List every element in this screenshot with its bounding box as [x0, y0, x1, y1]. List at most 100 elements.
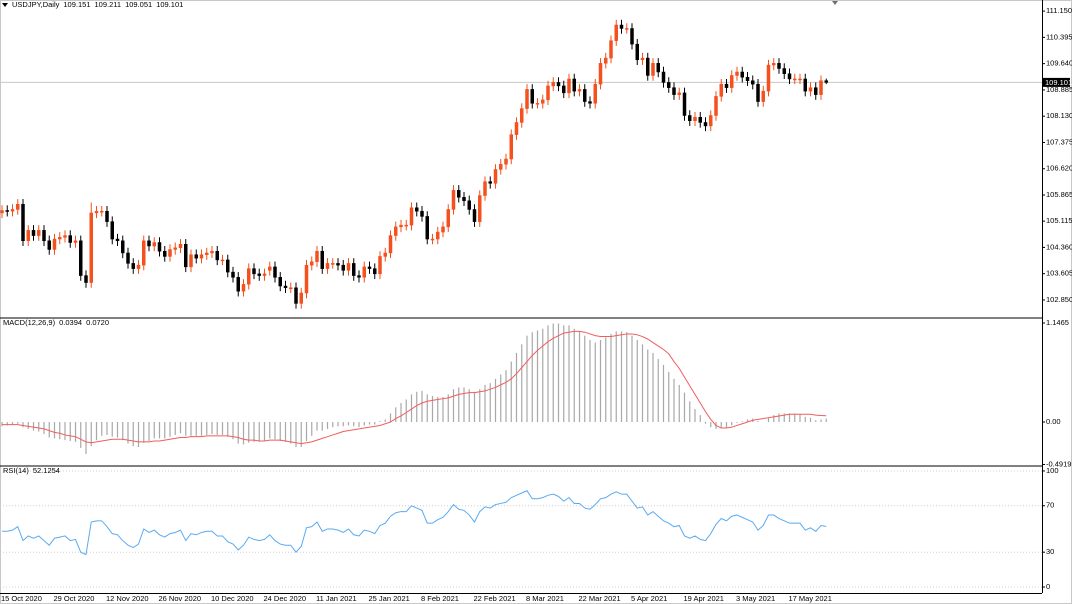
- candle-body: [152, 242, 156, 247]
- candle-body: [215, 250, 219, 261]
- candle-body: [283, 285, 288, 289]
- candle-body: [273, 266, 277, 278]
- menu-arrow: [2, 3, 8, 7]
- candle-body: [289, 287, 293, 290]
- shift-marker: [832, 1, 838, 5]
- candle-body: [719, 83, 723, 97]
- x-tick-label: 26 Nov 2020: [159, 594, 202, 603]
- candle-body: [604, 57, 608, 64]
- candle-body: [761, 90, 765, 102]
- candle-body: [52, 238, 57, 250]
- y-tick-label: 110.395: [1046, 32, 1072, 41]
- candle-body: [262, 273, 267, 276]
- candle-body: [247, 268, 251, 285]
- panel-header: 0.0720: [86, 318, 109, 327]
- candle-body: [577, 89, 582, 92]
- y-tick-label: 105.115: [1046, 216, 1072, 225]
- candle-body: [562, 85, 566, 94]
- candle-body: [299, 292, 303, 304]
- candle-body: [121, 240, 125, 254]
- candle-body: [630, 28, 634, 45]
- candle-body: [740, 71, 744, 78]
- candle-body: [352, 263, 356, 276]
- candle-body: [42, 230, 46, 242]
- y-tick-label: 70: [1046, 501, 1054, 510]
- candle-body: [394, 226, 398, 236]
- candle-body: [709, 115, 713, 127]
- candle-body: [10, 209, 15, 212]
- x-tick-label: 29 Oct 2020: [54, 594, 95, 603]
- y-tick-label: 102.850: [1046, 295, 1072, 304]
- candle-body: [5, 210, 9, 212]
- candle-body: [378, 256, 382, 275]
- candle-body: [388, 235, 393, 254]
- candle-body: [457, 190, 461, 198]
- candle-body: [115, 238, 120, 242]
- x-tick-label: 8 Mar 2021: [526, 594, 564, 603]
- candle-body: [346, 263, 351, 271]
- candle-body: [824, 80, 828, 83]
- candle-body: [131, 263, 135, 269]
- candle-body: [341, 264, 345, 271]
- candle-body: [63, 235, 67, 238]
- candle-body: [635, 43, 639, 61]
- candle-body: [367, 266, 372, 269]
- candle-body: [357, 275, 361, 278]
- candle-body: [588, 101, 592, 104]
- candle-body: [73, 240, 78, 243]
- candle-body: [446, 209, 450, 228]
- candle-body: [105, 210, 109, 222]
- candle-body: [147, 240, 151, 247]
- candle-body: [677, 92, 681, 95]
- candle-body: [94, 210, 99, 214]
- candle-body: [430, 238, 435, 241]
- candle-body: [68, 235, 72, 243]
- x-tick-label: 25 Jan 2021: [369, 594, 410, 603]
- candle-body: [362, 266, 366, 278]
- candle-body: [168, 249, 172, 257]
- candle-body: [278, 277, 282, 287]
- x-tick-label: 5 Apr 2021: [631, 594, 667, 603]
- x-tick-label: 8 Feb 2021: [421, 594, 459, 603]
- candle-body: [294, 287, 298, 304]
- candle-body: [304, 264, 309, 294]
- candle-body: [441, 226, 445, 233]
- candle-body: [420, 210, 424, 217]
- candle-body: [672, 87, 676, 95]
- candle-body: [163, 250, 167, 257]
- candle-body: [803, 78, 807, 92]
- candle-body: [142, 240, 146, 266]
- x-tick-label: 10 Dec 2020: [211, 594, 254, 603]
- panel-header: 109.211: [95, 0, 122, 9]
- y-tick-label: -0.4919: [1046, 459, 1071, 468]
- candle-body: [325, 263, 330, 269]
- y-tick-label: 104.360: [1046, 242, 1072, 251]
- panel-header: MACD(12,26,9): [3, 318, 56, 327]
- candle-body: [703, 122, 708, 127]
- x-tick-label: 22 Feb 2021: [474, 594, 516, 603]
- candle-body: [478, 195, 482, 222]
- candle-body: [178, 244, 183, 248]
- candle-body: [777, 63, 781, 69]
- candle-body: [462, 197, 466, 202]
- y-tick-label: 0: [1046, 582, 1050, 591]
- candle-body: [436, 231, 440, 240]
- current-price-label: 109.101: [1045, 78, 1072, 87]
- candle-body: [808, 87, 813, 92]
- x-tick-label: 22 Mar 2021: [579, 594, 621, 603]
- candle-body: [252, 268, 256, 275]
- candle-body: [231, 271, 235, 278]
- candle-body: [31, 230, 36, 236]
- candle-body: [373, 268, 377, 275]
- candle-body: [110, 221, 114, 240]
- candle-body: [609, 40, 613, 59]
- panel-header: 109.051: [125, 0, 152, 9]
- y-tick-label: 108.130: [1046, 111, 1072, 120]
- x-tick-label: 15 Oct 2020: [1, 594, 42, 603]
- candle-body: [514, 122, 519, 135]
- candle-body: [220, 259, 225, 262]
- candle-body: [404, 224, 408, 227]
- candle-body: [257, 273, 261, 276]
- candle-body: [735, 71, 739, 76]
